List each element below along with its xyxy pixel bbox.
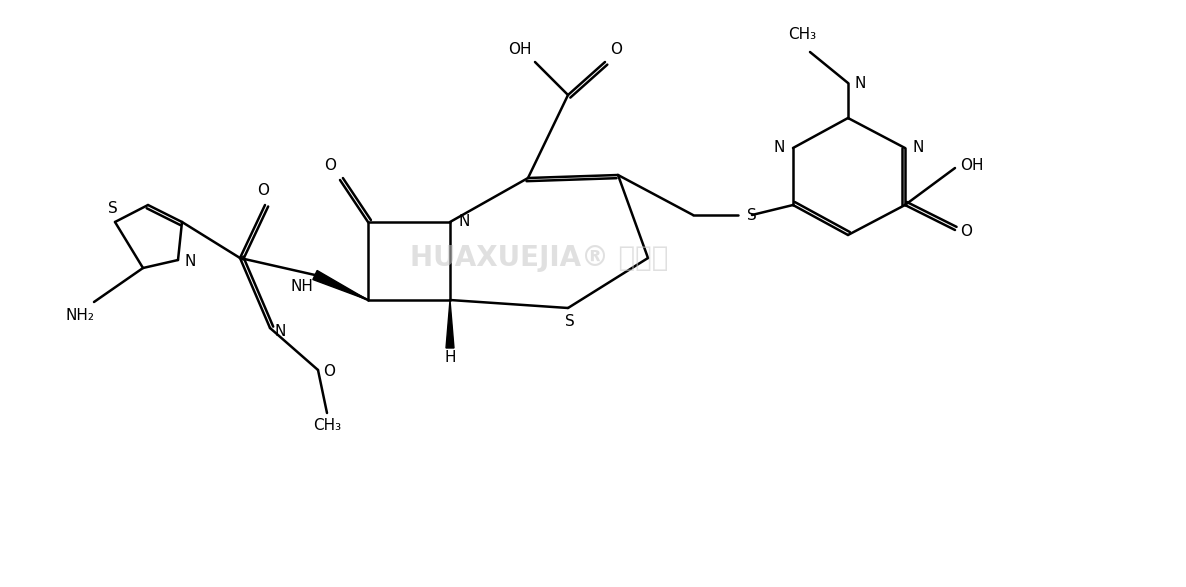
- Text: O: O: [323, 365, 334, 380]
- Text: N: N: [458, 214, 470, 230]
- Text: N: N: [185, 255, 197, 269]
- Text: NH₂: NH₂: [65, 309, 95, 323]
- Text: O: O: [257, 183, 269, 198]
- Text: OH: OH: [959, 158, 983, 174]
- Text: OH: OH: [509, 42, 533, 57]
- Text: N: N: [773, 140, 785, 156]
- Text: HUAXUEJIA® 化学加: HUAXUEJIA® 化学加: [410, 244, 669, 272]
- Polygon shape: [313, 271, 368, 300]
- Text: CH₃: CH₃: [788, 27, 816, 42]
- Text: S: S: [747, 207, 757, 222]
- Text: S: S: [108, 201, 117, 216]
- Polygon shape: [446, 300, 454, 348]
- Text: NH: NH: [291, 279, 313, 294]
- Text: O: O: [610, 42, 621, 57]
- Text: N: N: [854, 76, 866, 90]
- Text: O: O: [959, 224, 973, 239]
- Text: CH₃: CH₃: [313, 417, 342, 433]
- Text: H: H: [445, 349, 455, 365]
- Text: N: N: [275, 323, 286, 339]
- Text: S: S: [565, 313, 575, 329]
- Text: O: O: [324, 158, 336, 173]
- Text: N: N: [913, 140, 924, 156]
